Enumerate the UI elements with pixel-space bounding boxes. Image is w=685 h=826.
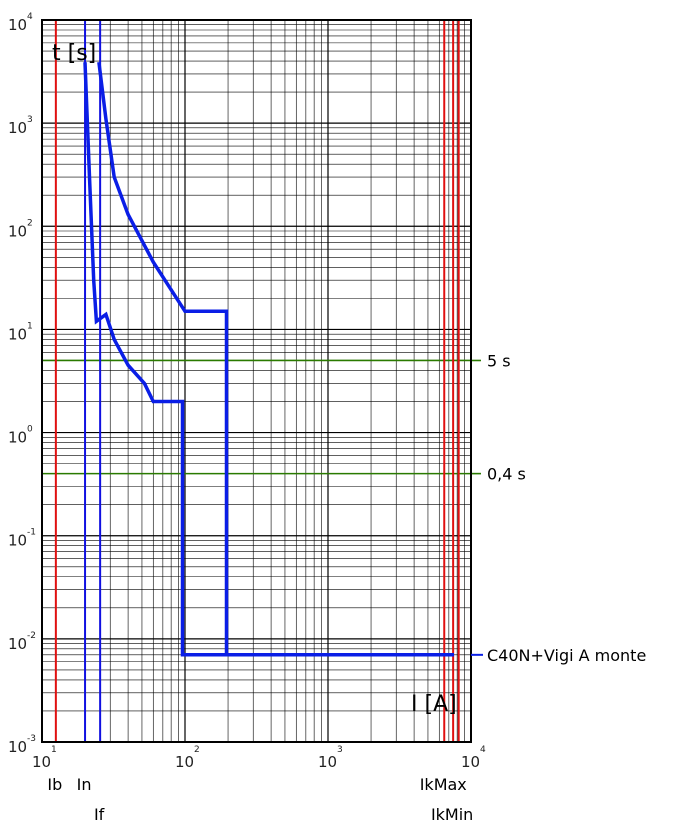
y-tick-exponent: -1 (27, 528, 36, 538)
y-tick-label: 10 (8, 532, 27, 550)
y-tick-exponent: 0 (27, 425, 33, 435)
x-tick-label: 10 (175, 753, 194, 771)
x-tick-exponent: 2 (194, 745, 200, 755)
y-tick-label: 10 (8, 325, 27, 343)
x-axis-title: I [A] (411, 692, 457, 717)
series-curves (83, 61, 454, 657)
current-marker-label: IkMax (420, 775, 467, 794)
y-tick-exponent: 3 (27, 115, 33, 125)
current-marker-label: IkMin (431, 805, 473, 824)
y-tick-exponent: 2 (27, 218, 33, 228)
current-marker-label: Ib (47, 775, 62, 794)
y-tick-exponent: 1 (27, 321, 33, 331)
y-tick-label: 10 (8, 738, 27, 756)
x-tick-label: 10 (318, 753, 337, 771)
current-marker-label: If (94, 805, 105, 824)
y-tick-exponent: -3 (27, 734, 36, 744)
plot-frame (41, 19, 472, 743)
y-tick-exponent: -2 (27, 631, 36, 641)
y-tick-exponent: 4 (27, 12, 33, 22)
x-tick-exponent: 3 (337, 745, 343, 755)
time-threshold-label: 5 s (487, 351, 511, 370)
current-marker-lines (54, 20, 460, 742)
x-tick-label: 10 (461, 753, 480, 771)
y-tick-label: 10 (8, 16, 27, 34)
x-tick-label: 10 (32, 753, 51, 771)
y-tick-label: 10 (8, 119, 27, 137)
grid (41, 20, 471, 743)
x-tick-exponent: 1 (51, 745, 57, 755)
y-tick-label: 10 (8, 429, 27, 447)
series-curve-upper-curve (97, 61, 454, 657)
y-axis-title: t [s] (52, 41, 96, 66)
y-tick-label: 10 (8, 635, 27, 653)
time-threshold-lines (42, 359, 481, 475)
current-marker-label: In (77, 775, 92, 794)
y-tick-label: 10 (8, 222, 27, 240)
x-tick-exponent: 4 (480, 745, 486, 755)
series-curve-lower-curve (83, 62, 454, 657)
time-threshold-label: 0,4 s (487, 465, 526, 484)
series-annotation: C40N+Vigi A monte (487, 646, 646, 665)
